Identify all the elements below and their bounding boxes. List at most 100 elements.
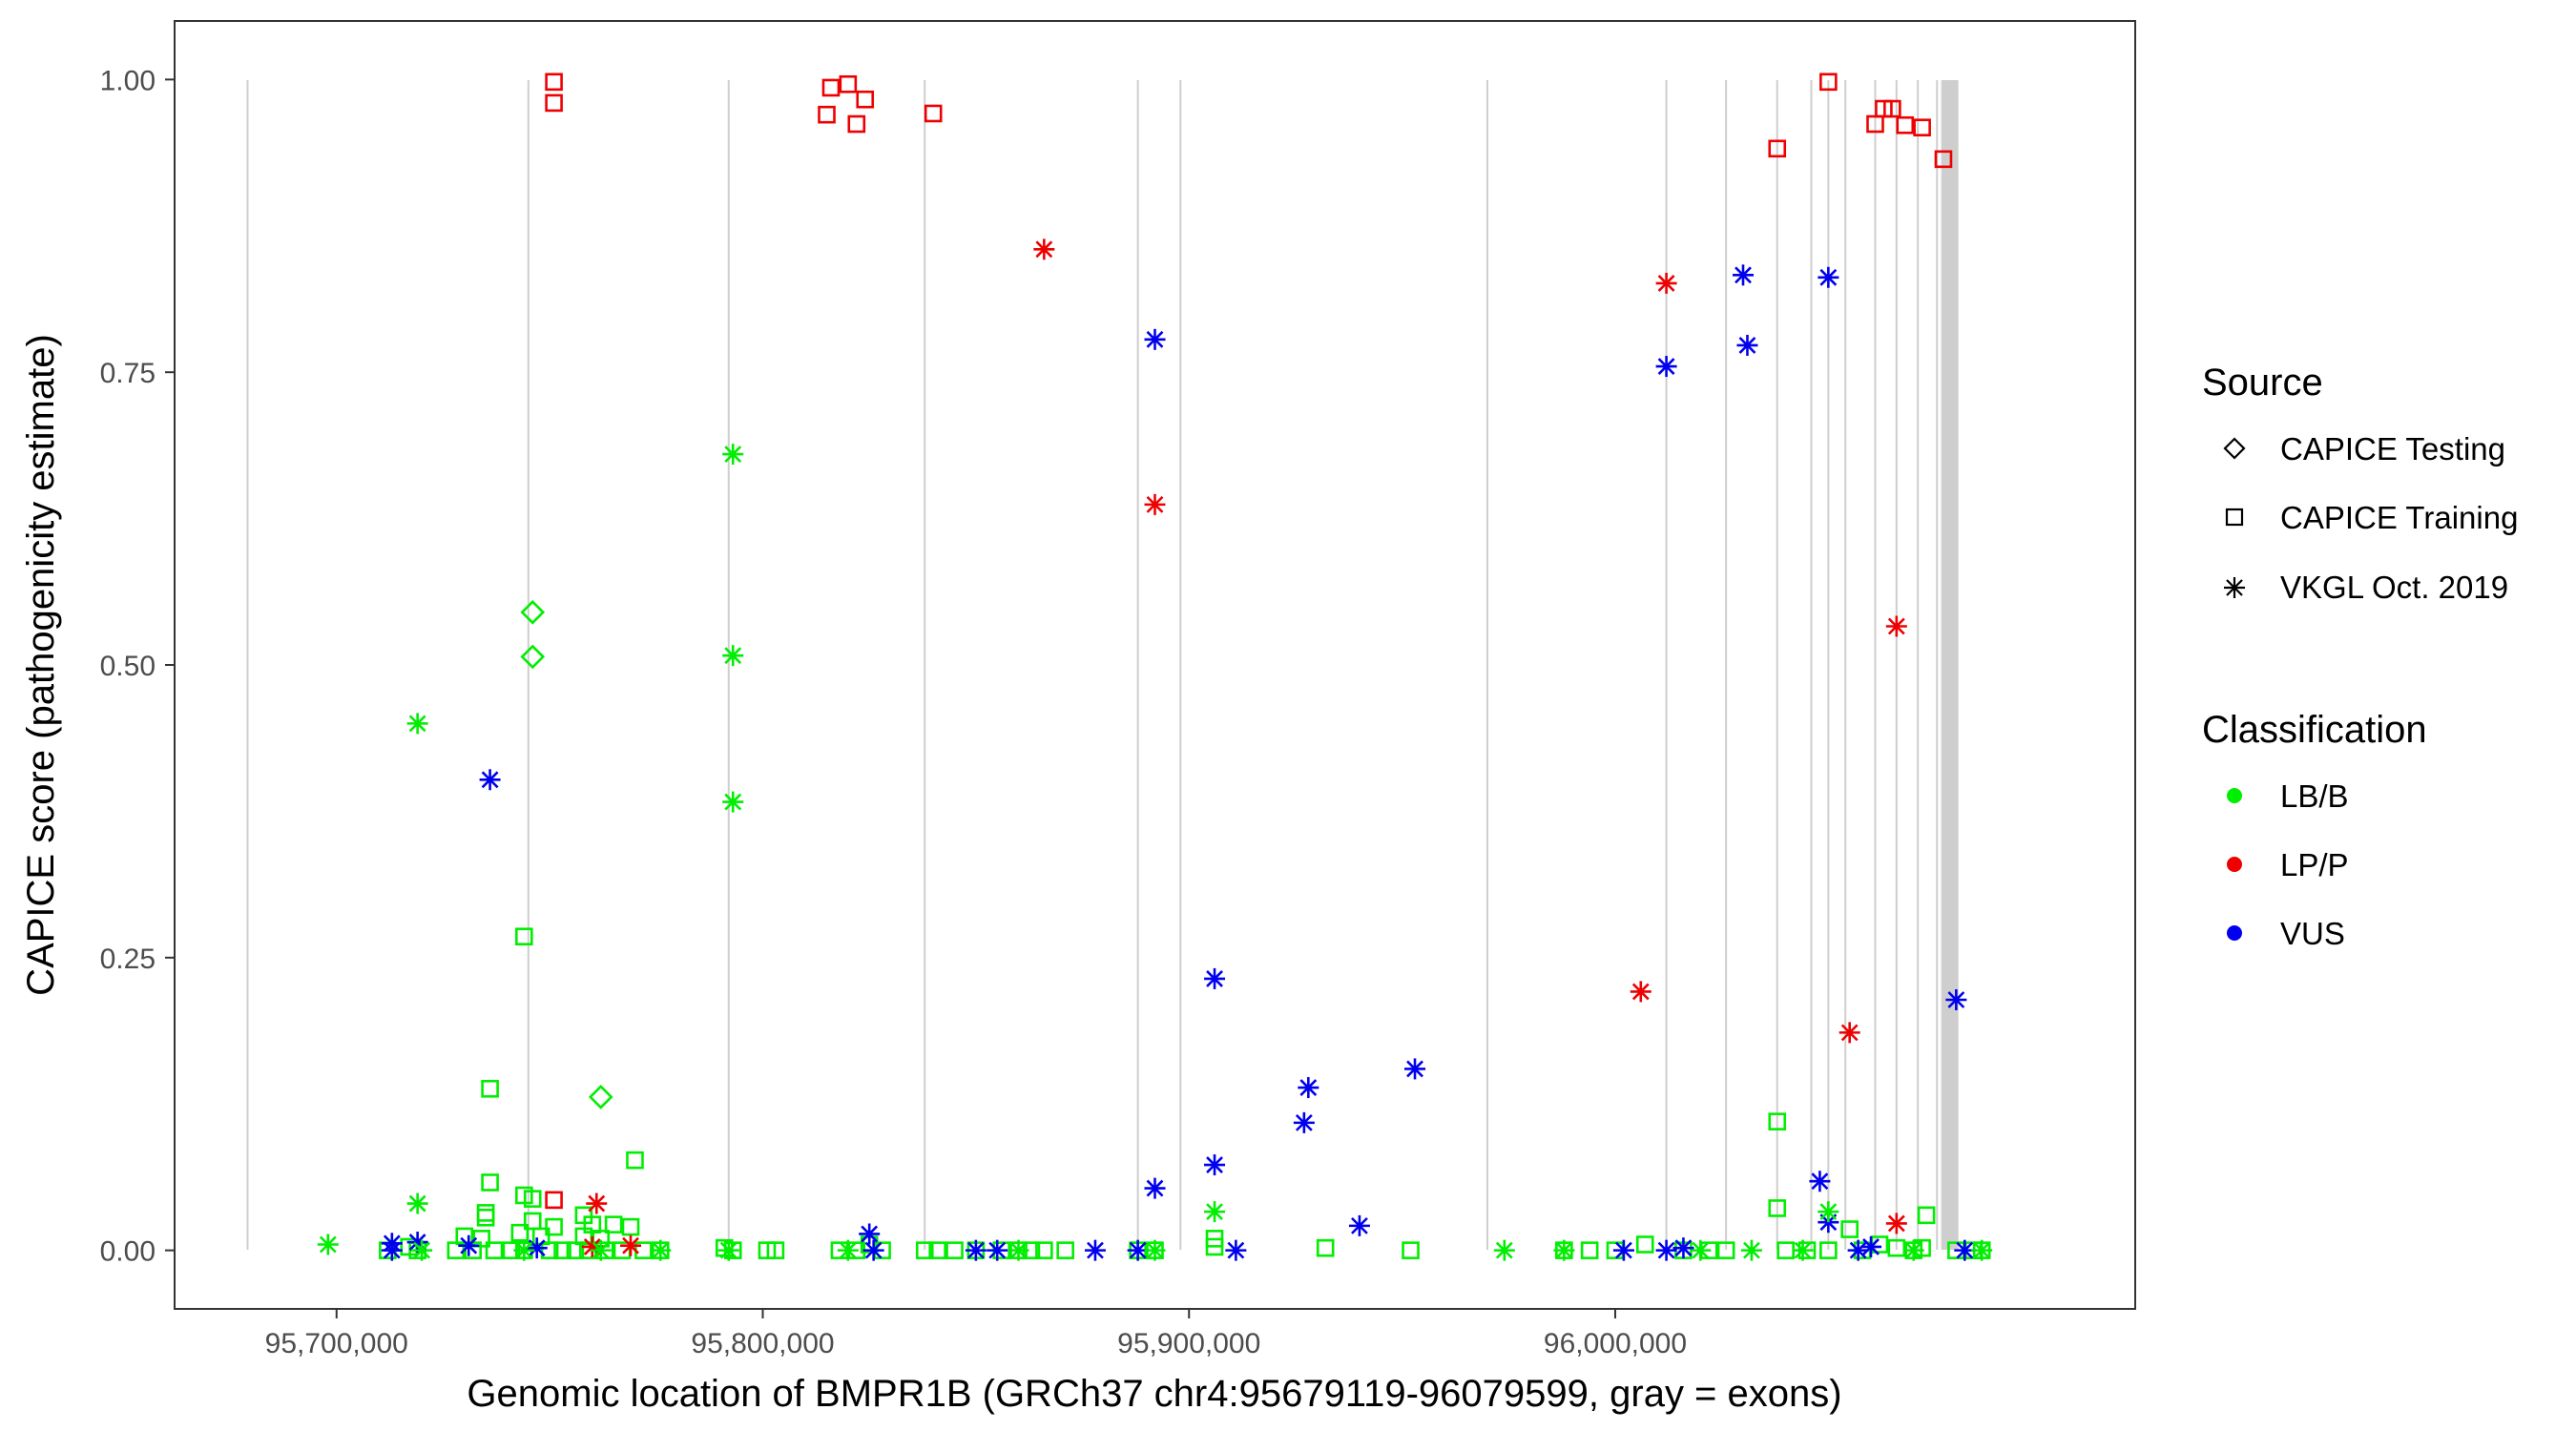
data-point-square [510, 1223, 530, 1242]
blue-dot-icon [2227, 925, 2242, 941]
green-dot-icon [2227, 788, 2242, 803]
data-point-square [1917, 1206, 1936, 1225]
data-point-asterisk [1971, 1239, 1993, 1261]
data-point-asterisk [1818, 1201, 1839, 1223]
data-point-square [566, 1241, 585, 1259]
data-point-asterisk [1144, 1239, 1166, 1261]
data-point-asterisk [458, 1234, 480, 1256]
data-point-asterisk [411, 1239, 433, 1261]
data-point-asterisk [1225, 1239, 1247, 1261]
data-point-square [821, 78, 841, 97]
data-point-square [856, 90, 875, 109]
exon-lines [246, 80, 1959, 1250]
data-point-square [481, 1079, 499, 1098]
data-point-square [1819, 1241, 1838, 1259]
data-point-asterisk [1293, 1111, 1315, 1133]
data-point-asterisk [1204, 1154, 1226, 1176]
data-point-square [1716, 1241, 1735, 1259]
legend-item-capice-training: CAPICE Training [2225, 500, 2518, 535]
data-point-square [545, 1217, 563, 1236]
square-icon [2225, 508, 2244, 527]
y-tick-label: 0.25 [100, 944, 156, 975]
x-tick-label: 95,900,000 [1117, 1328, 1260, 1359]
data-point-square [1840, 1220, 1859, 1238]
x-tick-label: 96,000,000 [1544, 1328, 1687, 1359]
legend-item-vus: VUS [2227, 916, 2345, 951]
data-point-asterisk [479, 769, 501, 791]
data-point-square [945, 1241, 964, 1259]
data-point-asterisk [1084, 1239, 1106, 1261]
data-point-square [1035, 1241, 1053, 1259]
data-point-asterisk [513, 1239, 535, 1261]
legend-label-capice-testing: CAPICE Testing [2280, 431, 2505, 467]
data-point-asterisk [586, 1192, 608, 1214]
data-point-asterisk [406, 1192, 428, 1214]
data-point-asterisk [1204, 1201, 1226, 1223]
data-point-square [545, 1191, 563, 1210]
asterisk-icon [2224, 577, 2245, 598]
data-point-asterisk [1144, 1177, 1166, 1199]
legend-classification-title: Classification [2202, 709, 2427, 751]
data-point-square [1887, 1238, 1906, 1257]
plot-panel-border [174, 20, 2136, 1310]
data-point-asterisk [717, 1239, 739, 1261]
data-point-asterisk [1553, 1239, 1575, 1261]
data-point-asterisk [1733, 264, 1754, 286]
legend-label-capice-training: CAPICE Training [2280, 500, 2518, 535]
data-point-square [1913, 118, 1931, 136]
data-point-square [847, 114, 866, 134]
data-point-asterisk [1655, 356, 1677, 378]
legend-item-vkgl: VKGL Oct. 2019 [2224, 570, 2508, 605]
data-point-asterisk [1144, 328, 1166, 350]
y-tick-label: 1.00 [100, 65, 156, 96]
data-point-asterisk [1404, 1058, 1426, 1080]
data-point-diamond [588, 1085, 613, 1110]
data-point-asterisk [1792, 1239, 1814, 1261]
x-tick-label: 95,700,000 [265, 1328, 408, 1359]
data-point-square [481, 1173, 499, 1192]
data-point-square [604, 1215, 623, 1234]
y-axis-title: CAPICE score (pathogenicity estimate) [20, 334, 62, 996]
data-point-square [476, 1208, 495, 1227]
data-point-square [540, 1241, 559, 1259]
data-point-asterisk [987, 1239, 1008, 1261]
data-point-square [545, 73, 563, 92]
data-point-square [1316, 1238, 1335, 1257]
legend-source-title: Source [2202, 362, 2323, 404]
legend-item-lbb: LB/B [2227, 778, 2349, 814]
data-point-square [1205, 1237, 1224, 1256]
data-point-square [545, 93, 563, 113]
data-point-asterisk [581, 1235, 603, 1257]
data-point-asterisk [1860, 1235, 1882, 1257]
y-tick-label: 0.50 [100, 651, 156, 682]
diamond-icon [2223, 437, 2246, 460]
data-points [317, 73, 1993, 1261]
data-point-asterisk [1885, 1213, 1907, 1234]
data-point-square [621, 1217, 640, 1236]
data-point-asterisk [1655, 272, 1677, 294]
data-point-square [839, 74, 858, 93]
data-point-asterisk [1008, 1239, 1029, 1261]
data-point-asterisk [650, 1239, 672, 1261]
legend-label-vkgl: VKGL Oct. 2019 [2280, 570, 2508, 605]
data-point-square [924, 104, 943, 123]
x-tick-label: 95,800,000 [691, 1328, 834, 1359]
data-point-asterisk [1144, 493, 1166, 515]
data-point-square [1883, 99, 1901, 118]
data-point-square [915, 1241, 934, 1259]
y-tick-label: 0.00 [100, 1236, 156, 1268]
y-tick-label: 0.75 [100, 358, 156, 389]
legend-label-lbb: LB/B [2280, 778, 2349, 814]
data-point-asterisk [1204, 967, 1226, 989]
data-point-asterisk [1612, 1239, 1634, 1261]
data-point-asterisk [965, 1239, 987, 1261]
data-point-asterisk [1493, 1239, 1515, 1261]
data-point-asterisk [1809, 1171, 1831, 1192]
data-point-asterisk [1740, 1239, 1762, 1261]
data-point-asterisk [1033, 238, 1055, 260]
legend-label-vus: VUS [2280, 916, 2345, 951]
data-point-square [766, 1241, 785, 1259]
data-point-square [1776, 1241, 1795, 1259]
data-point-asterisk [590, 1239, 612, 1261]
